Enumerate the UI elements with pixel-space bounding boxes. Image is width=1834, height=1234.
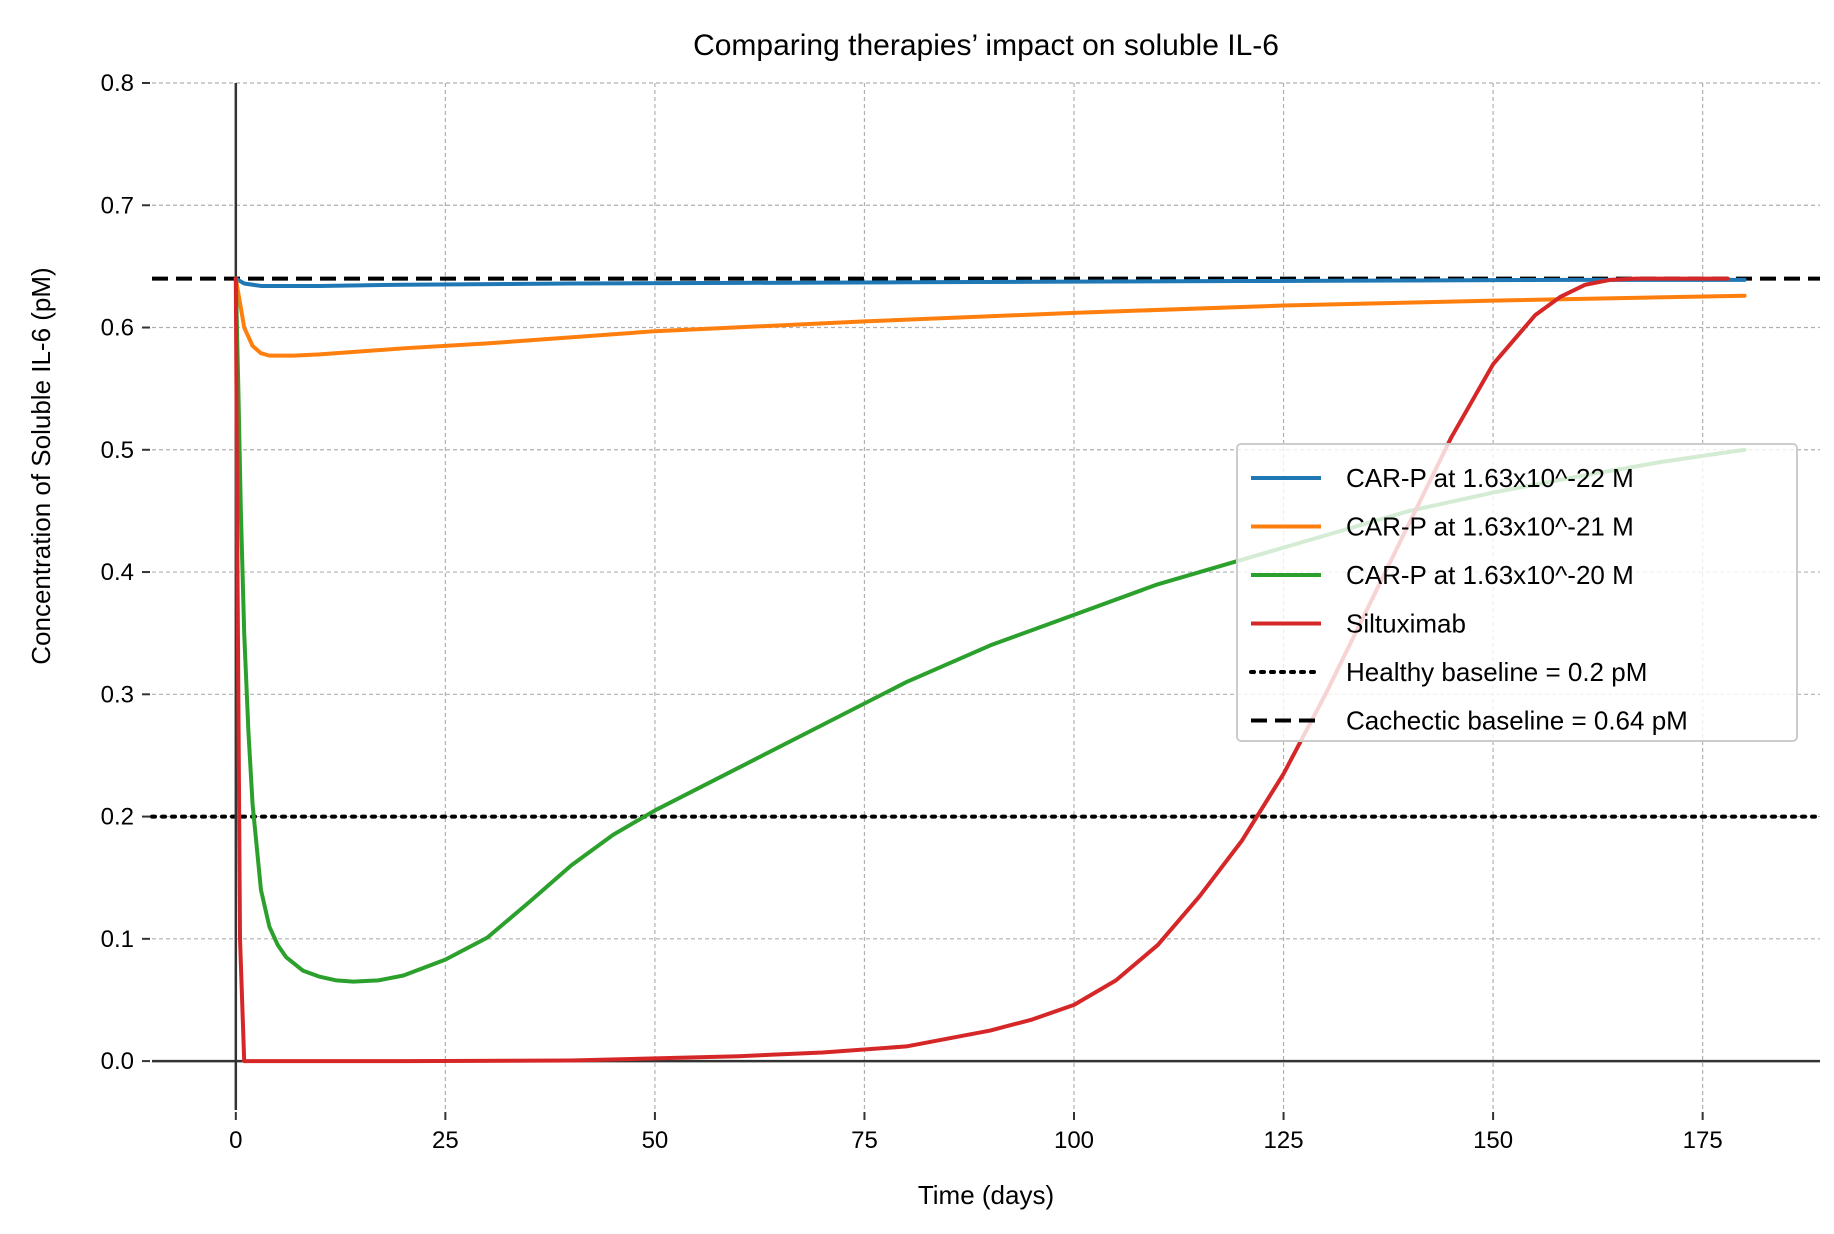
chart-title: Comparing therapies’ impact on soluble I… xyxy=(693,29,1279,62)
legend-label-3: Siltuximab xyxy=(1346,609,1466,639)
series-line-3 xyxy=(233,276,1730,1064)
y-tick-label-1: 0.1 xyxy=(101,926,134,953)
reference-lines xyxy=(150,276,1822,819)
x-tick-label-0: 0 xyxy=(229,1127,242,1154)
x-tick-label-1: 25 xyxy=(432,1127,459,1154)
y-tick-label-6: 0.6 xyxy=(101,315,134,342)
x-tick-label-7: 175 xyxy=(1683,1127,1723,1154)
x-axis-title: Time (days) xyxy=(918,1180,1054,1210)
legend-label-0: CAR-P at 1.63x10^-22 M xyxy=(1346,463,1634,493)
series-line-1 xyxy=(233,276,1747,358)
y-tick-label-8: 0.8 xyxy=(101,70,134,97)
x-tick-label-2: 50 xyxy=(642,1127,669,1154)
legend: CAR-P at 1.63x10^-22 M CAR-P at 1.63x10^-… xyxy=(1236,443,1798,742)
y-tick-label-0: 0.0 xyxy=(101,1048,134,1075)
x-tick-label-4: 100 xyxy=(1054,1127,1094,1154)
legend-label-4: Healthy baseline = 0.2 pM xyxy=(1346,657,1647,687)
x-tick-label-5: 125 xyxy=(1264,1127,1304,1154)
x-tick-label-3: 75 xyxy=(851,1127,878,1154)
legend-label-2: CAR-P at 1.63x10^-20 M xyxy=(1346,560,1634,590)
y-tick-label-4: 0.4 xyxy=(101,559,134,586)
tick-labels: 0 25 50 75 100 125 150 175 0.0 0.1 0.2 0.3 0.4 0.5 0.6… xyxy=(101,70,1723,1154)
legend-frame xyxy=(1236,443,1798,742)
y-tick-label-5: 0.5 xyxy=(101,437,134,464)
legend-label-5: Cachectic baseline = 0.64 pM xyxy=(1346,706,1688,736)
y-tick-label-3: 0.3 xyxy=(101,681,134,708)
y-tick-label-2: 0.2 xyxy=(101,804,134,831)
legend-label-1: CAR-P at 1.63x10^-21 M xyxy=(1346,512,1634,542)
series-line-0 xyxy=(233,276,1747,288)
y-tick-label-7: 0.7 xyxy=(101,192,134,219)
y-axis-title: Concentration of Soluble IL-6 (pM) xyxy=(26,267,56,664)
x-tick-label-6: 150 xyxy=(1473,1127,1513,1154)
